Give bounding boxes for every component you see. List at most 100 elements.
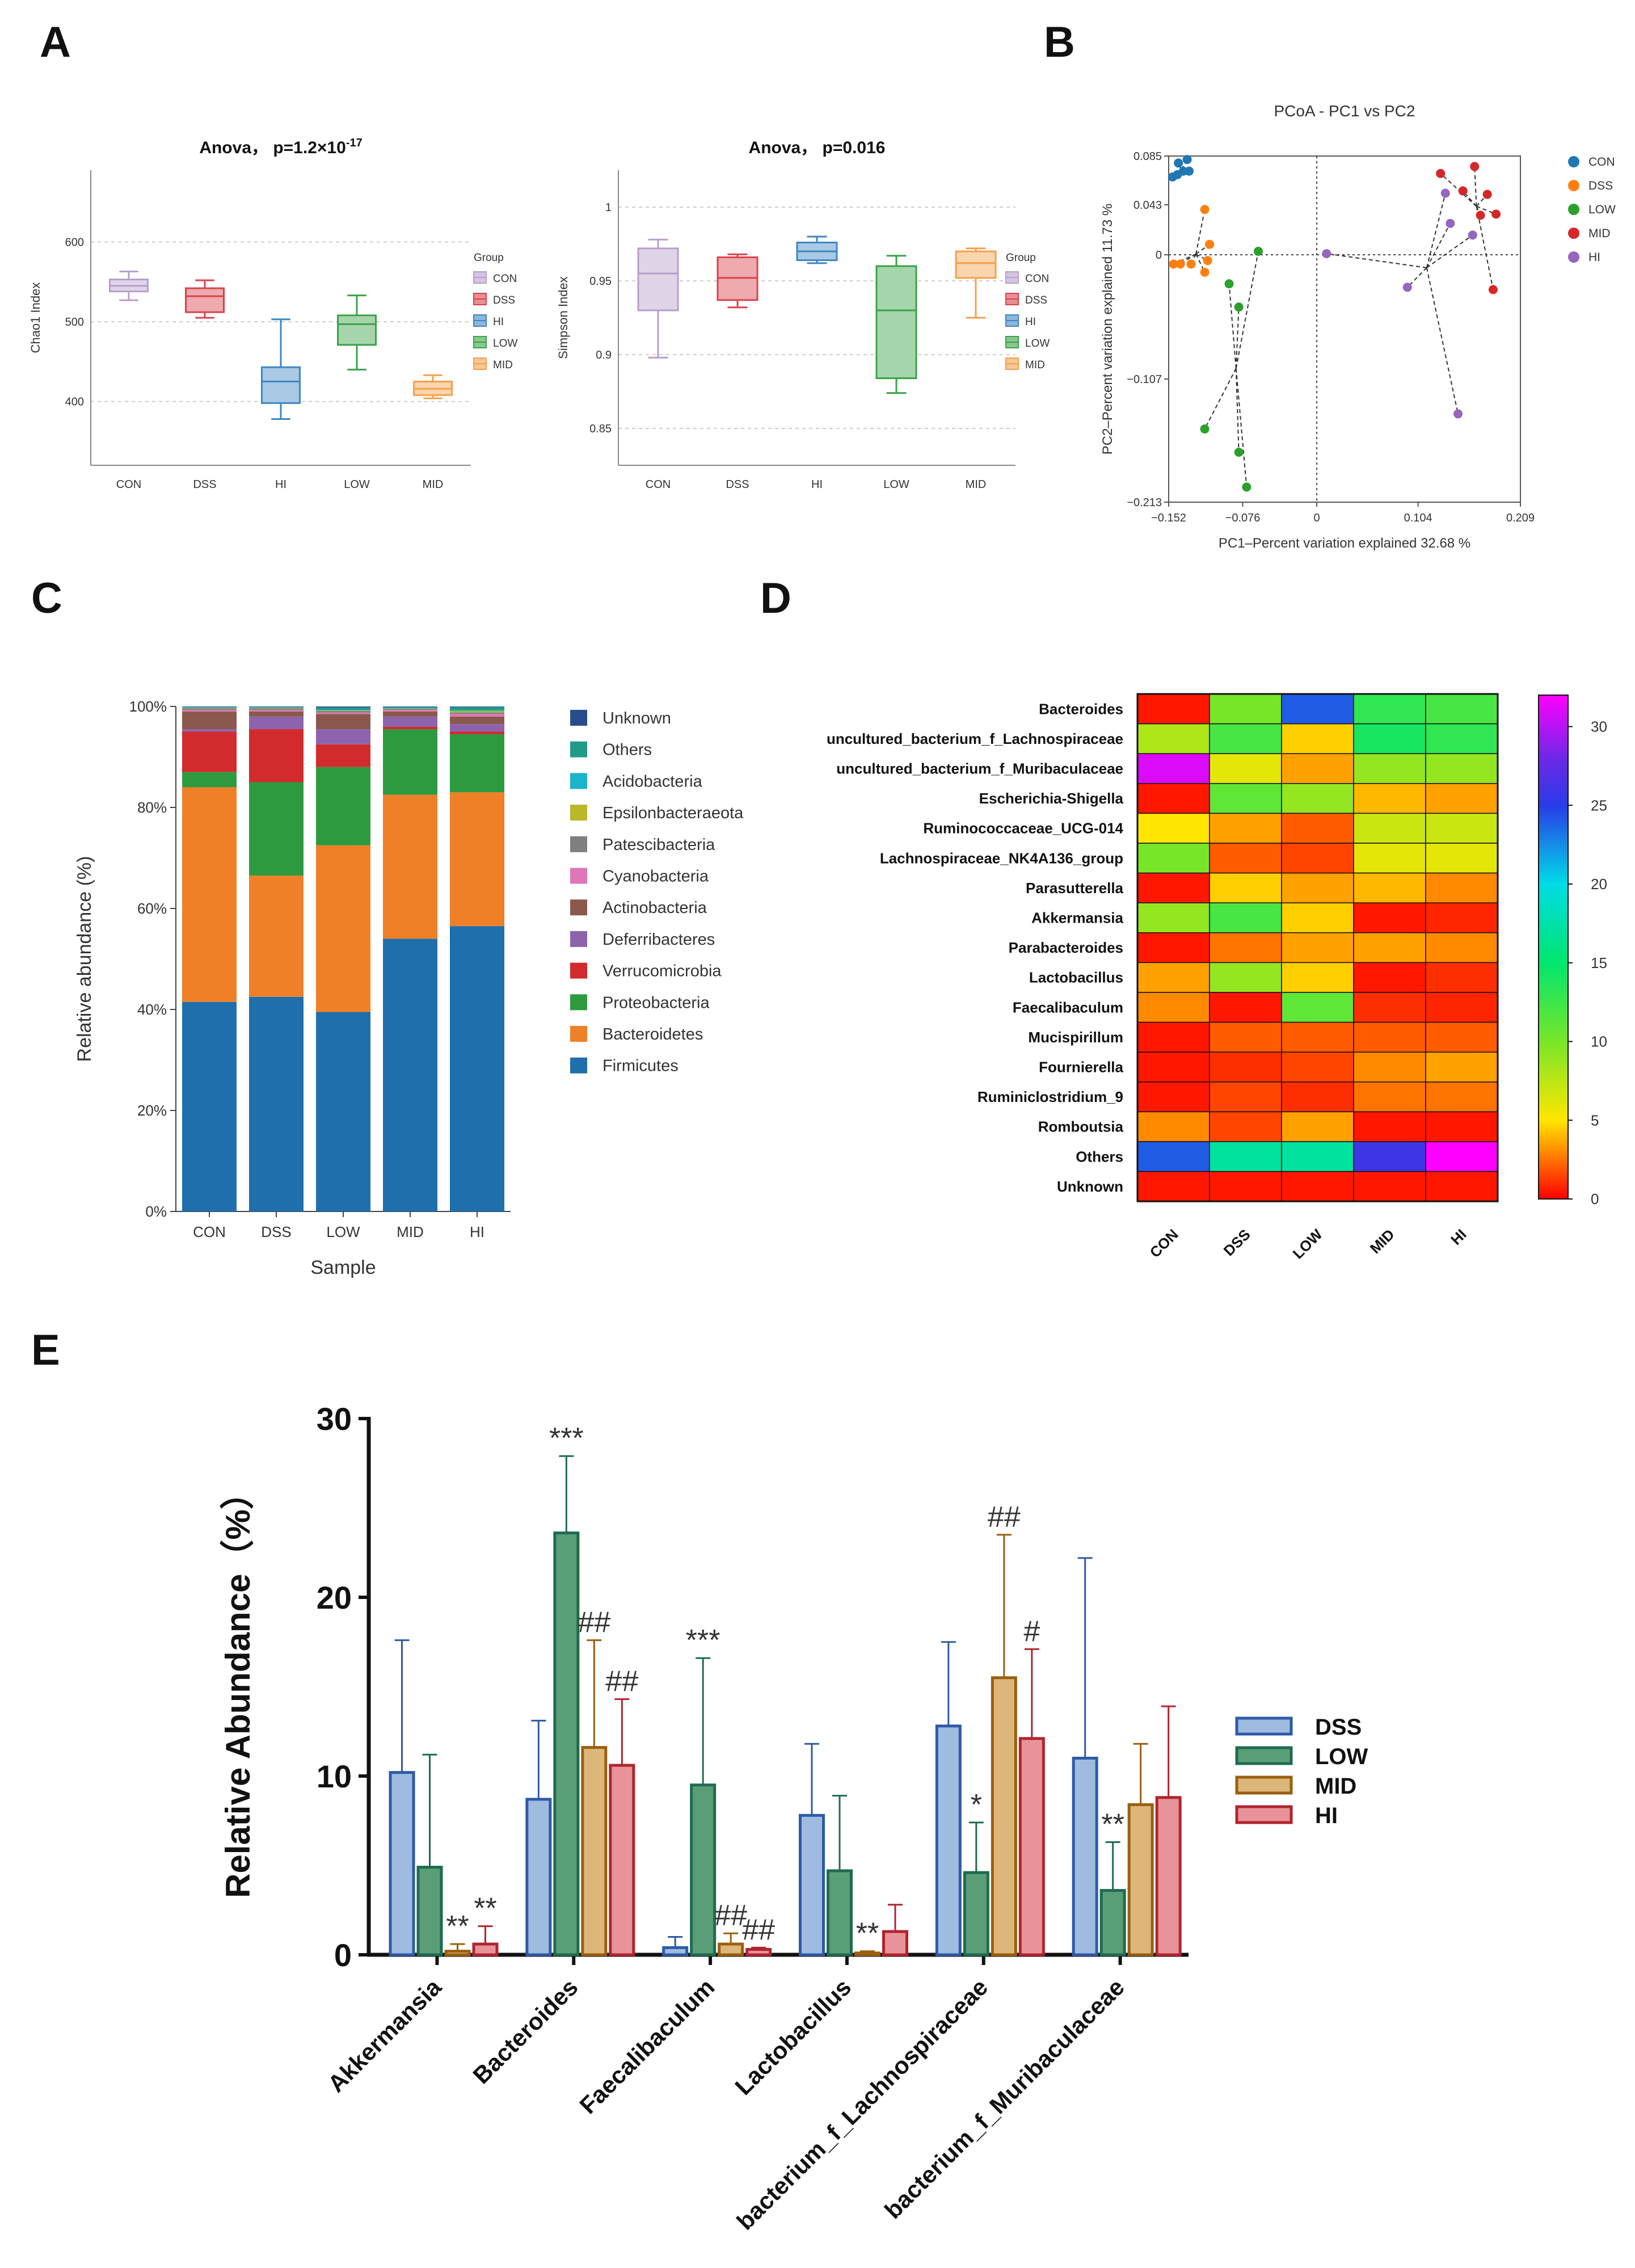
stack-bacteroidetes bbox=[383, 794, 437, 939]
colorbar-tick-label: 25 bbox=[1591, 797, 1607, 814]
bar-mid bbox=[718, 1942, 744, 1956]
legend-label: Patescibacteria bbox=[602, 836, 715, 854]
legend-dot-con bbox=[1568, 156, 1579, 167]
plot-frame bbox=[1168, 155, 1521, 503]
heatmap-cell bbox=[1209, 1171, 1282, 1202]
centroid-spoke bbox=[1426, 234, 1473, 268]
stack-deferribacteres bbox=[316, 729, 370, 744]
y-tick-label: 100% bbox=[129, 698, 167, 715]
box-title: Anova， p=0.016 bbox=[749, 138, 886, 157]
heatmap-row-label: uncultured_bacterium_f_Muribaculaceae bbox=[836, 760, 1123, 777]
heatmap-cell bbox=[1353, 1171, 1426, 1202]
point-con bbox=[1185, 166, 1194, 176]
legend-label: DSS bbox=[493, 294, 515, 306]
stack-patescibacteria bbox=[450, 712, 504, 714]
legend-swatch-dss bbox=[1235, 1716, 1293, 1736]
significance-mark: ** bbox=[446, 1910, 469, 1943]
y-tick-label: 30 bbox=[317, 1401, 352, 1437]
colorbar-tick-label: 10 bbox=[1591, 1033, 1607, 1050]
x-tick-label: 0.209 bbox=[1506, 512, 1535, 524]
point-mid bbox=[1476, 211, 1485, 220]
significance-mark: ** bbox=[1101, 1808, 1124, 1841]
y-tick-label: 10 bbox=[317, 1758, 352, 1794]
bar-low bbox=[553, 1531, 580, 1956]
legend-label: Proteobacteria bbox=[602, 994, 710, 1012]
heatmap-cell bbox=[1353, 753, 1426, 784]
centroid-spoke bbox=[1195, 253, 1208, 262]
heatmap-cell bbox=[1425, 962, 1498, 993]
box-title: Anova， p=1.2×10-17 bbox=[199, 137, 362, 157]
legend-swatch-low bbox=[1235, 1746, 1293, 1765]
heatmap-cell bbox=[1281, 693, 1354, 725]
x-tick-label: LOW bbox=[344, 478, 370, 491]
bar-hi bbox=[745, 1948, 772, 1956]
x-tick-label: CON bbox=[116, 478, 141, 491]
heatmap-col-label: LOW bbox=[1290, 1226, 1326, 1262]
heatmap-cell bbox=[1137, 932, 1210, 963]
stack-verrucomicrobia bbox=[383, 726, 437, 730]
point-dss bbox=[1203, 256, 1212, 266]
bar-hi bbox=[609, 1764, 635, 1956]
stack-deferribacteres bbox=[182, 729, 237, 732]
significance-mark: *** bbox=[686, 1624, 720, 1657]
abundance-bar-chart: 0 10 20 30 Relative Abundance（%） Akkermansia B… bbox=[219, 1401, 1368, 2235]
heatmap-cell bbox=[1281, 783, 1354, 814]
x-tick-label: −0.152 bbox=[1151, 512, 1186, 524]
legend-label: HI bbox=[1025, 316, 1036, 328]
point-mid bbox=[1491, 209, 1501, 219]
pcoa-title: PCoA - PC1 vs PC2 bbox=[1274, 102, 1415, 120]
bar-dss bbox=[662, 1946, 689, 1956]
point-low bbox=[1200, 424, 1210, 434]
significance-mark: ** bbox=[474, 1892, 496, 1925]
y-axis-label: PC2–Percent variation explained 11.73 % bbox=[1100, 204, 1115, 455]
significance-mark: * bbox=[971, 1789, 982, 1821]
significance-mark: ## bbox=[578, 1606, 610, 1639]
stack-unknown bbox=[450, 706, 504, 707]
heatmap-row-label: Escherichia-Shigella bbox=[979, 790, 1124, 807]
heatmap-cell bbox=[1137, 1021, 1210, 1053]
colorbar-tick-label: 20 bbox=[1591, 876, 1607, 893]
box-low bbox=[337, 314, 377, 346]
heatmap-cell bbox=[1281, 723, 1354, 754]
x-tick-label: Akkermansia bbox=[323, 1974, 447, 2098]
panel-label-e: E bbox=[31, 1326, 60, 1374]
heatmap-cell bbox=[1137, 843, 1210, 874]
legend-label: DSS bbox=[1025, 294, 1047, 306]
bar-dss bbox=[525, 1798, 552, 1956]
bar-dss bbox=[935, 1724, 962, 1956]
box-dss bbox=[185, 287, 225, 313]
bar-dss bbox=[799, 1813, 825, 1956]
heatmap-cell bbox=[1425, 723, 1498, 754]
legend-swatch-unknown bbox=[570, 710, 587, 726]
stack-unknown bbox=[316, 706, 370, 708]
y-tick-label: 0.043 bbox=[1133, 199, 1162, 212]
heatmap-row-label: Romboutsia bbox=[1038, 1118, 1124, 1135]
heatmap-row-label: Mucispirillum bbox=[1028, 1029, 1123, 1046]
point-con bbox=[1182, 155, 1192, 165]
heatmap-cell bbox=[1353, 962, 1426, 993]
point-dss bbox=[1175, 259, 1185, 269]
y-tick-label: 1 bbox=[605, 201, 612, 214]
heatmap-cell bbox=[1425, 872, 1498, 903]
significance-mark: ** bbox=[856, 1917, 879, 1950]
bar-hi bbox=[472, 1942, 499, 1956]
stack-epsilonbacteraeota bbox=[450, 711, 504, 713]
legend-swatch-mid bbox=[1235, 1775, 1293, 1795]
legend-dot-low bbox=[1568, 204, 1579, 215]
heatmap-col-label: HI bbox=[1447, 1226, 1470, 1248]
x-tick-label: CON bbox=[193, 1223, 226, 1240]
legend-label: Actinobacteria bbox=[602, 899, 707, 917]
heatmap-col-label: DSS bbox=[1220, 1226, 1254, 1259]
bar-mid bbox=[581, 1746, 608, 1956]
stack-bacteroidetes bbox=[182, 787, 237, 1002]
legend-label: LOW bbox=[1588, 203, 1616, 216]
stack-verrucomicrobia bbox=[182, 731, 237, 772]
heatmap-cell bbox=[1137, 992, 1210, 1023]
stack-proteobacteria bbox=[383, 729, 437, 795]
y-tick-label: 40% bbox=[137, 1001, 167, 1018]
heatmap-cell bbox=[1425, 693, 1498, 725]
heatmap-cell bbox=[1353, 1111, 1426, 1142]
stack-actinobacteria bbox=[383, 711, 437, 717]
x-tick-label: DSS bbox=[193, 478, 216, 491]
legend-swatch-hi bbox=[1235, 1805, 1293, 1824]
